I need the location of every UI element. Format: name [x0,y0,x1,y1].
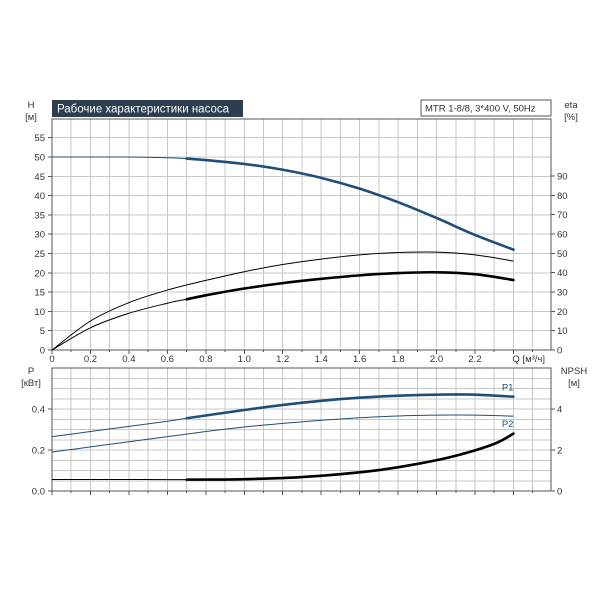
x-tick-label: 0.6 [161,354,174,365]
y-right-tick-label: 0 [557,346,562,357]
y-left-axis-unit: [м] [25,112,37,123]
y-left-tick-label: 45 [34,172,45,183]
chart-title-background [52,100,243,117]
x-axis-label: Q [м³/ч] [512,354,545,365]
y-left-tick-label: 50 [34,153,45,164]
y-left-tick-label: 0.2 [32,446,45,457]
y-left-tick-label: 0 [40,346,45,357]
head-curve-thin [52,156,187,160]
x-tick-label: 0.2 [84,354,97,365]
y-right-tick-label: 20 [557,307,568,318]
y-right-tick-label: 4 [557,405,562,416]
bottom-panel-grid [52,368,551,491]
y-left-axis-label: P [28,366,34,377]
efficiency-curve-upper-thin [51,251,514,351]
chart-title: Рабочие характеристики насоса [57,104,230,116]
npsh-curve-thick [185,432,515,481]
y-left-axis-unit: [кВт] [21,378,41,389]
x-tick-label: 1.0 [238,354,251,365]
x-tick-label: 2.0 [430,354,443,365]
x-tick-label: 1.2 [276,354,289,365]
x-tick-label: 1.4 [315,354,328,365]
axis-ticks [48,137,555,495]
y-right-tick-label: 40 [557,268,568,279]
efficiency-curve-lower-thick [185,270,515,301]
y-left-tick-label: 15 [34,288,45,299]
x-tick-label: 0.4 [122,354,135,365]
y-right-tick-label: 80 [557,191,568,202]
y-right-tick-label: 0 [557,487,562,498]
y-right-axis-label: eta [564,100,578,111]
y-right-tick-label: 70 [557,210,568,221]
head-curve-thick [185,157,515,251]
x-tick-label: 0 [49,354,54,365]
y-left-tick-label: 5 [40,326,45,337]
y-right-tick-label: 2 [557,446,562,457]
power-p1-curve-thick [185,393,515,420]
x-tick-label: 0.8 [199,354,212,365]
y-left-tick-label: 40 [34,191,45,202]
x-tick-label: 1.8 [391,354,404,365]
y-right-axis-unit: [%] [564,112,578,123]
efficiency-curve-lower-thin [51,298,187,351]
axis-labels: 0 0.2 0.4 0.6 0.8 1.0 1.2 1.4 1.6 1.8 2.0 2.2 Q [м³/… [21,100,587,498]
power-p1-curve-thin [51,417,187,438]
y-left-tick-label: 0.4 [32,405,45,416]
y-right-axis-label: NPSH [561,366,588,377]
y-right-axis-unit: [м] [568,378,580,389]
y-left-tick-label: 10 [34,307,45,318]
y-right-tick-label: 90 [557,172,568,183]
y-right-tick-label: 30 [557,288,568,299]
y-left-tick-label: 30 [34,230,45,241]
x-tick-label: 2.2 [468,354,481,365]
model-label: MTR 1-8/8, 3*400 V, 50Hz [425,104,536,115]
y-left-tick-label: 25 [34,249,45,260]
x-tick-label: 1.6 [353,354,366,365]
series-label-p1: P1 [502,383,514,394]
y-left-tick-label: 20 [34,268,45,279]
y-left-tick-label: 0.0 [32,487,45,498]
y-right-tick-label: 60 [557,230,568,241]
y-left-tick-label: 35 [34,210,45,221]
y-left-axis-label: H [28,100,35,111]
model-box [420,99,552,117]
series-label-p2: P2 [502,419,514,430]
chart-series [51,156,515,481]
y-right-tick-label: 50 [557,249,568,260]
power-p2-curve-thin [51,414,514,453]
y-left-tick-label: 55 [34,133,45,144]
y-right-tick-label: 10 [557,326,568,337]
